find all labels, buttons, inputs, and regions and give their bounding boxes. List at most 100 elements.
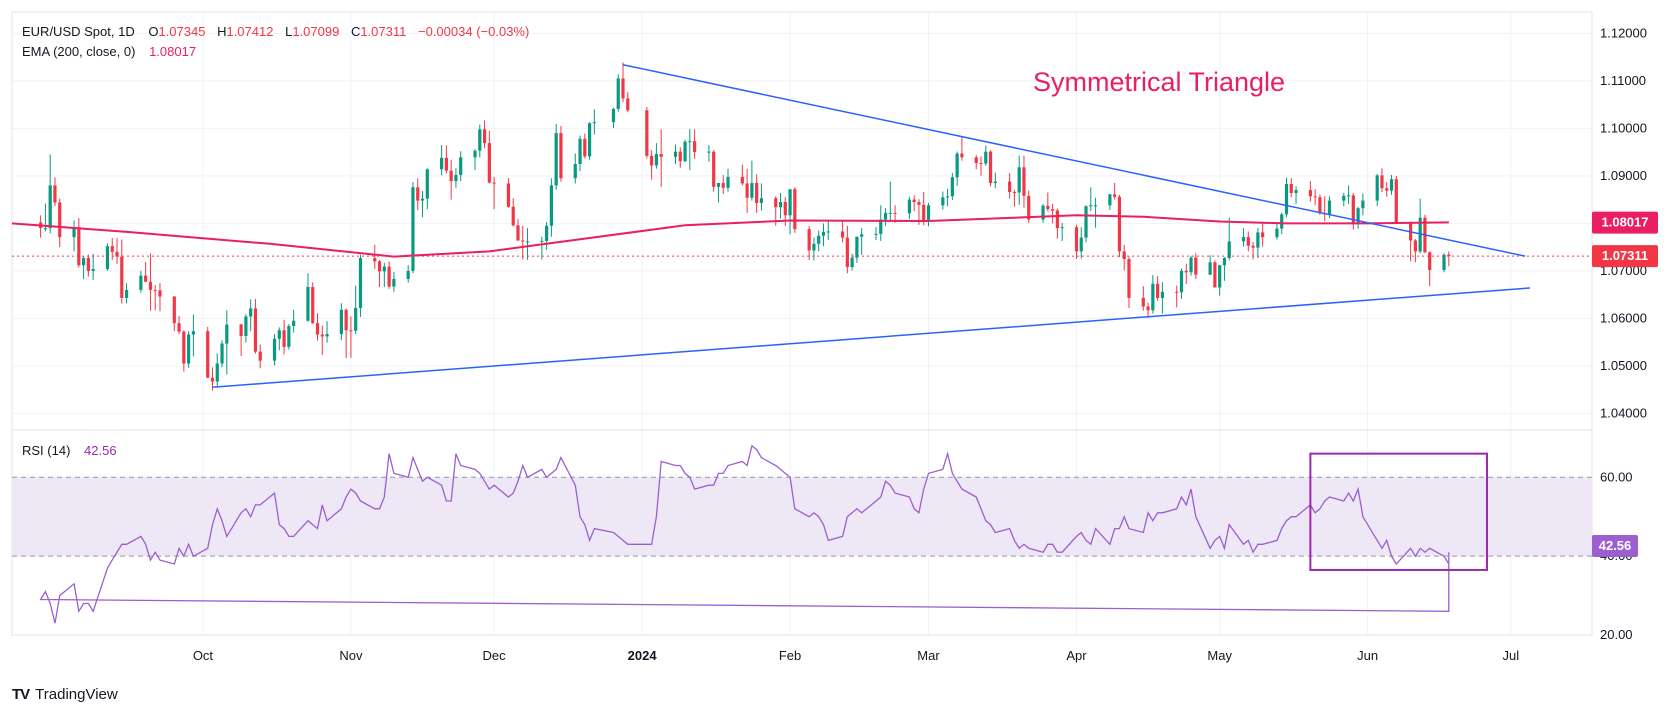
candle-body — [177, 323, 181, 332]
candle-body — [82, 258, 86, 266]
candle-body — [673, 151, 678, 157]
candle-body — [320, 334, 324, 337]
candle-body — [1227, 241, 1231, 259]
time-tick-label: Dec — [483, 648, 507, 663]
candle-body — [144, 275, 148, 282]
candle-body — [53, 185, 57, 203]
candle-body — [325, 334, 329, 337]
time-tick-label: Mar — [917, 648, 940, 663]
candle-body — [1146, 306, 1150, 311]
chart-annotation[interactable]: Symmetrical Triangle — [1033, 67, 1285, 97]
candle-body — [587, 123, 592, 157]
candle-body — [755, 183, 759, 203]
candle-body — [1342, 195, 1346, 201]
candle-body — [473, 150, 477, 158]
trendline[interactable] — [622, 63, 1526, 257]
candle-body — [115, 251, 119, 257]
candle-body — [826, 231, 830, 233]
candle-body — [244, 316, 248, 336]
candle-body — [993, 181, 997, 183]
price-tick-label: 1.05000 — [1600, 358, 1647, 373]
candle-body — [1108, 194, 1112, 206]
candle-body — [583, 138, 587, 157]
close-label: C — [351, 24, 360, 39]
change-value: −0.00034 (−0.03%) — [418, 24, 529, 39]
rsi-legend-value: 42.56 — [84, 443, 117, 458]
candle-body — [148, 281, 153, 290]
candle-body — [187, 334, 191, 364]
candle-body — [492, 182, 496, 184]
candle-body — [692, 141, 697, 153]
time-tick-label: Oct — [193, 648, 214, 663]
candle-body — [1380, 175, 1384, 189]
open-label: O — [148, 24, 158, 39]
candle-body — [1208, 262, 1212, 275]
candle-body — [573, 164, 577, 179]
candle-body — [1327, 200, 1332, 215]
candle-body — [1046, 205, 1050, 210]
candle-body — [210, 377, 215, 382]
candle-body — [1284, 183, 1289, 215]
candle-body — [984, 151, 988, 164]
candle-body — [1079, 237, 1083, 252]
candle-body — [922, 204, 926, 222]
candle-body — [1275, 228, 1279, 238]
candle-body — [425, 169, 429, 199]
time-tick-label: Jun — [1357, 648, 1378, 663]
candle-body — [678, 151, 682, 162]
candle-body — [1447, 254, 1451, 257]
rsi-legend-label[interactable]: RSI (14) — [22, 443, 70, 458]
candle-body — [258, 351, 262, 361]
candle-body — [406, 270, 410, 279]
ema-legend-label[interactable]: EMA (200, close, 0) — [22, 44, 135, 59]
candle-body — [812, 243, 816, 251]
candle-body — [1241, 237, 1246, 242]
footer-brand[interactable]: TV TradingView — [12, 686, 118, 703]
candle-body — [659, 154, 663, 157]
candle-body — [153, 289, 157, 291]
candle-body — [525, 241, 530, 243]
candle-body — [650, 155, 654, 166]
low-value: 1.07099 — [292, 24, 339, 39]
trendlines-layer[interactable] — [212, 63, 1531, 388]
candle-body — [272, 338, 277, 361]
candle-body — [917, 202, 921, 205]
candle-body — [182, 331, 186, 364]
candle-body — [1017, 167, 1021, 193]
candle-body — [1089, 205, 1093, 207]
candle-body — [788, 189, 792, 216]
brand-name: TradingView — [35, 686, 118, 703]
time-axis[interactable]: Oct Nov Dec 2024 Feb Mar Apr May Jun Jul — [193, 12, 1519, 663]
candle-body — [817, 235, 821, 244]
rsi-highlight-box[interactable] — [1309, 452, 1488, 571]
candle-body — [979, 163, 983, 165]
trendline[interactable] — [212, 287, 1531, 388]
candle-body — [907, 199, 912, 214]
candle-body — [549, 185, 553, 226]
candle-body — [883, 212, 888, 220]
candle-body — [726, 176, 730, 188]
candle-body — [77, 227, 81, 266]
candle-body — [559, 133, 563, 179]
candle-body — [373, 258, 377, 262]
ema-legend: EMA (200, close, 0) 1.08017 — [22, 44, 196, 59]
candle-body — [712, 151, 716, 187]
candle-body — [120, 256, 124, 298]
candle-body — [1442, 254, 1446, 270]
candle-body — [392, 278, 396, 287]
price-tick-label: 1.10000 — [1600, 120, 1647, 135]
candle-body — [1012, 192, 1017, 194]
candle-body — [449, 170, 453, 182]
price-tick-label: 1.06000 — [1600, 310, 1647, 325]
symbol-label[interactable]: EUR/USD Spot, 1D — [22, 24, 135, 39]
price-tick-label: 1.11000 — [1600, 73, 1646, 88]
candle-body — [420, 198, 425, 201]
candle-body — [225, 324, 229, 344]
candle-body — [554, 133, 558, 186]
candle-body — [311, 287, 315, 324]
time-tick-label: 2024 — [628, 648, 658, 663]
candle-body — [626, 98, 630, 111]
candle-body — [840, 231, 845, 238]
candle-body — [354, 307, 358, 331]
